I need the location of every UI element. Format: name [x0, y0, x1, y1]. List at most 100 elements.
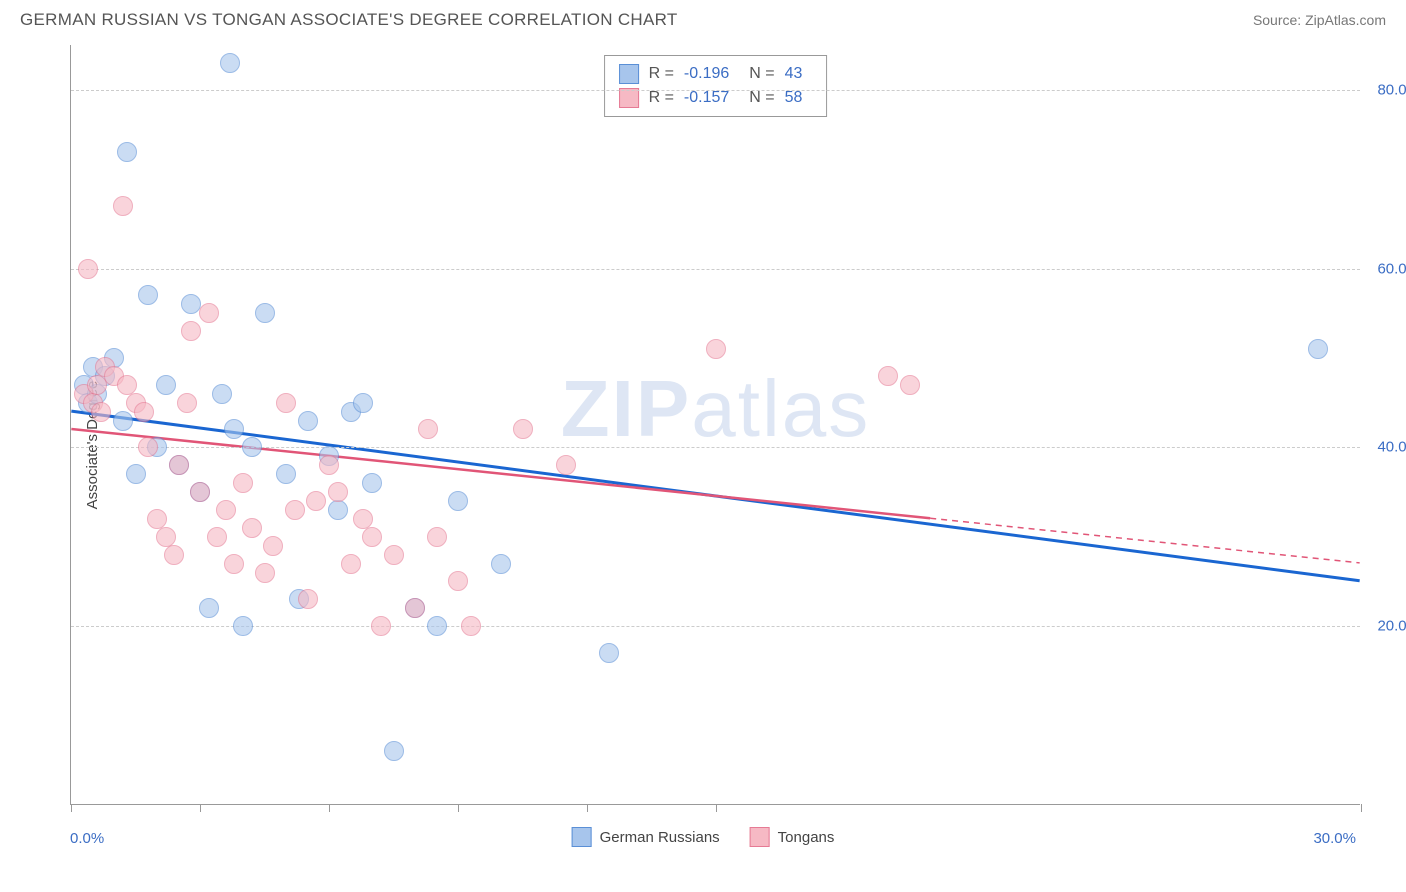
chart-container: Associate's Degree ZIPatlas R = -0.196 N… — [20, 35, 1386, 855]
data-point — [78, 259, 98, 279]
x-tick — [458, 804, 459, 812]
y-tick-label: 20.0% — [1377, 618, 1406, 635]
data-point — [319, 455, 339, 475]
x-tick — [587, 804, 588, 812]
gridline — [71, 269, 1360, 270]
data-point — [341, 554, 361, 574]
data-point — [199, 303, 219, 323]
r-value: -0.157 — [684, 89, 729, 107]
data-point — [306, 491, 326, 511]
data-point — [212, 384, 232, 404]
legend-label: German Russians — [600, 829, 720, 846]
y-tick-label: 80.0% — [1377, 81, 1406, 98]
n-value: 43 — [785, 65, 803, 83]
legend-swatch — [619, 64, 639, 84]
data-point — [113, 411, 133, 431]
data-point — [900, 375, 920, 395]
trendline-solid — [71, 429, 930, 518]
legend-item: German Russians — [572, 827, 720, 847]
data-point — [242, 437, 262, 457]
data-point — [164, 545, 184, 565]
data-point — [138, 437, 158, 457]
chart-title: GERMAN RUSSIAN VS TONGAN ASSOCIATE'S DEG… — [20, 10, 678, 30]
x-axis-max-label: 30.0% — [1313, 830, 1356, 847]
trendline-dashed — [930, 518, 1359, 563]
data-point — [207, 527, 227, 547]
data-point — [134, 402, 154, 422]
r-label: R = — [649, 65, 674, 83]
data-point — [556, 455, 576, 475]
r-value: -0.196 — [684, 65, 729, 83]
stats-row: R = -0.196 N = 43 — [619, 62, 813, 86]
data-point — [513, 419, 533, 439]
data-point — [233, 616, 253, 636]
data-point — [427, 616, 447, 636]
legend-label: Tongans — [778, 829, 835, 846]
data-point — [448, 571, 468, 591]
n-label: N = — [749, 65, 774, 83]
data-point — [156, 375, 176, 395]
gridline — [71, 447, 1360, 448]
legend-swatch — [750, 827, 770, 847]
data-point — [384, 545, 404, 565]
data-point — [138, 285, 158, 305]
data-point — [491, 554, 511, 574]
x-tick — [1361, 804, 1362, 812]
legend-swatch — [572, 827, 592, 847]
r-label: R = — [649, 89, 674, 107]
x-tick — [329, 804, 330, 812]
data-point — [362, 473, 382, 493]
data-point — [461, 616, 481, 636]
data-point — [328, 482, 348, 502]
data-point — [276, 464, 296, 484]
n-label: N = — [749, 89, 774, 107]
x-tick — [71, 804, 72, 812]
data-point — [298, 589, 318, 609]
data-point — [181, 321, 201, 341]
gridline — [71, 626, 1360, 627]
data-point — [285, 500, 305, 520]
data-point — [255, 303, 275, 323]
data-point — [418, 419, 438, 439]
trendlines-svg — [71, 45, 1360, 804]
data-point — [384, 741, 404, 761]
data-point — [362, 527, 382, 547]
data-point — [706, 339, 726, 359]
data-point — [263, 536, 283, 556]
data-point — [224, 554, 244, 574]
gridline — [71, 90, 1360, 91]
x-axis-min-label: 0.0% — [70, 830, 104, 847]
data-point — [328, 500, 348, 520]
data-point — [448, 491, 468, 511]
data-point — [216, 500, 236, 520]
data-point — [220, 53, 240, 73]
data-point — [298, 411, 318, 431]
x-tick — [716, 804, 717, 812]
legend-swatch — [619, 88, 639, 108]
data-point — [405, 598, 425, 618]
data-point — [878, 366, 898, 386]
data-point — [190, 482, 210, 502]
plot-area: ZIPatlas R = -0.196 N = 43 R = -0.157 N … — [70, 45, 1360, 805]
data-point — [233, 473, 253, 493]
series-legend: German Russians Tongans — [572, 827, 835, 847]
data-point — [117, 142, 137, 162]
data-point — [255, 563, 275, 583]
stats-legend: R = -0.196 N = 43 R = -0.157 N = 58 — [604, 55, 828, 117]
data-point — [427, 527, 447, 547]
data-point — [199, 598, 219, 618]
data-point — [91, 402, 111, 422]
data-point — [169, 455, 189, 475]
data-point — [242, 518, 262, 538]
data-point — [224, 419, 244, 439]
data-point — [371, 616, 391, 636]
data-point — [113, 196, 133, 216]
source-label: Source: ZipAtlas.com — [1253, 12, 1386, 28]
data-point — [353, 393, 373, 413]
legend-item: Tongans — [750, 827, 835, 847]
data-point — [599, 643, 619, 663]
n-value: 58 — [785, 89, 803, 107]
data-point — [126, 464, 146, 484]
data-point — [276, 393, 296, 413]
data-point — [177, 393, 197, 413]
